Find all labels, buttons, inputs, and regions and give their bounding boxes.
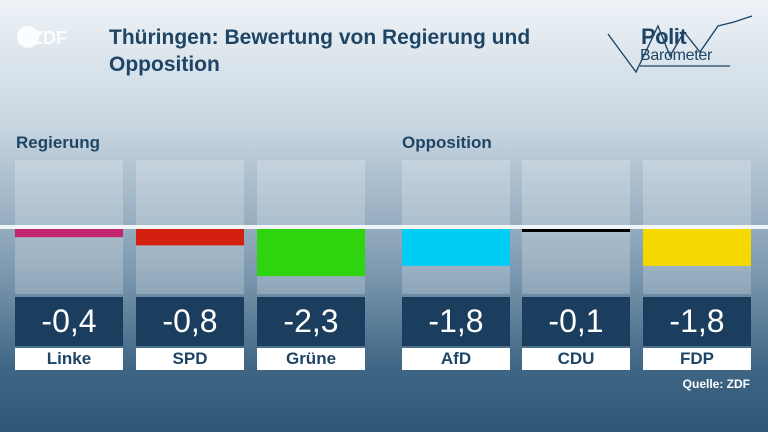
category-label-fdp: FDP bbox=[643, 348, 751, 370]
category-label-linke: Linke bbox=[15, 348, 123, 370]
group-label-regierung: Regierung bbox=[16, 133, 101, 152]
value-label-spd: -0,8 bbox=[136, 297, 244, 346]
category-label-cdu: CDU bbox=[522, 348, 630, 370]
source-note: Quelle: ZDF bbox=[682, 377, 750, 391]
zdf-logo-text: ZDF bbox=[32, 28, 67, 48]
value-label-grüne: -2,3 bbox=[257, 297, 365, 346]
zdf-logo: ZDF bbox=[17, 26, 67, 48]
category-label-afd: AfD bbox=[402, 348, 510, 370]
politbarometer-logo-polit: Polit bbox=[641, 24, 687, 49]
bar-grüne bbox=[257, 229, 365, 277]
zero-line bbox=[0, 225, 768, 229]
category-label-grüne: Grüne bbox=[257, 348, 365, 370]
bar-fdp bbox=[643, 229, 751, 266]
value-label-cdu: -0,1 bbox=[522, 297, 630, 346]
politbarometer-logo bbox=[607, 15, 753, 74]
chart-title: Thüringen: Bewertung von Regierung und O… bbox=[109, 26, 531, 76]
bar-spd bbox=[136, 229, 244, 246]
bar-chart bbox=[0, 160, 768, 294]
value-label-linke: -0,4 bbox=[15, 297, 123, 346]
bar-afd bbox=[402, 229, 510, 266]
category-label-spd: SPD bbox=[136, 348, 244, 370]
value-label-fdp: -1,8 bbox=[643, 297, 751, 346]
value-label-afd: -1,8 bbox=[402, 297, 510, 346]
politbarometer-logo-barometer: Barometer bbox=[640, 47, 712, 64]
bar-cdu bbox=[522, 229, 630, 232]
bar-linke bbox=[15, 229, 123, 238]
group-label-opposition: Opposition bbox=[402, 133, 492, 152]
